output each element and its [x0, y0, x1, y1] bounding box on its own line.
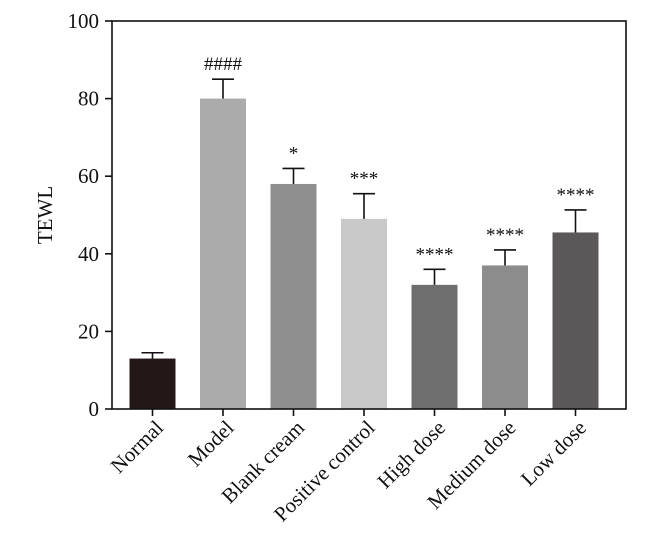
error-bar-low-dose — [564, 209, 587, 233]
bar-high-dose — [411, 284, 458, 409]
y-tick-label: 40 — [78, 242, 99, 266]
significance-label: **** — [486, 225, 524, 246]
error-bar-positive-control — [353, 192, 375, 219]
bar-positive-control — [341, 218, 387, 409]
y-tick-label: 80 — [78, 87, 99, 111]
error-bar-medium-dose — [494, 249, 516, 266]
y-axis: 0 20 40 60 80 100 — [68, 9, 112, 421]
bar-low-dose — [552, 232, 599, 409]
error-bar-model — [212, 78, 234, 99]
y-tick-label: 60 — [78, 164, 99, 188]
bars-layer — [129, 98, 599, 409]
error-bars-layer — [141, 78, 587, 359]
y-axis-title: TEWL — [33, 186, 57, 244]
x-tick-label: Normal — [106, 415, 168, 477]
error-bar-high-dose — [423, 268, 446, 285]
y-tick-label: 0 — [89, 397, 100, 421]
significance-label: *** — [350, 169, 379, 190]
bar-blank-cream — [270, 183, 317, 409]
error-bar-blank-cream — [282, 167, 305, 184]
y-tick-label: 20 — [78, 319, 99, 343]
x-tick-label: Low dose — [516, 416, 591, 491]
bar-model — [200, 98, 246, 409]
significance-label: **** — [416, 244, 454, 265]
significance-labels-layer: ####**************** — [204, 54, 595, 265]
y-tick-label: 100 — [68, 9, 100, 33]
error-bar-normal — [141, 351, 164, 359]
bar-normal — [129, 358, 176, 409]
significance-label: * — [289, 143, 299, 164]
x-tick-label: Model — [183, 415, 239, 471]
bar-medium-dose — [482, 265, 528, 409]
significance-label: **** — [557, 185, 595, 206]
significance-label: #### — [204, 54, 243, 75]
plot-frame — [111, 20, 627, 410]
